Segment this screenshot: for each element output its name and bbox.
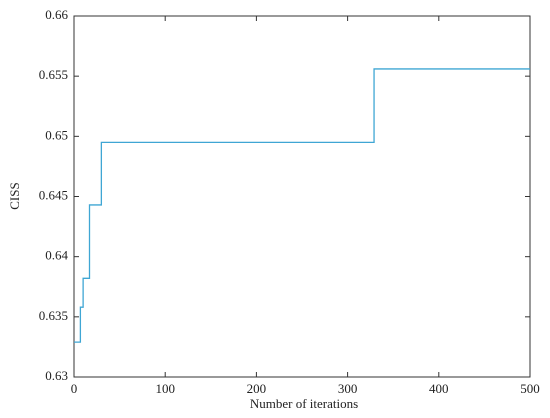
y-tick-label: 0.635 <box>39 308 68 323</box>
x-tick-label: 100 <box>155 381 175 396</box>
x-tick-label: 200 <box>247 381 267 396</box>
x-tick-label: 0 <box>71 381 78 396</box>
x-tick-label: 500 <box>520 381 540 396</box>
y-tick-label: 0.645 <box>39 187 68 202</box>
y-tick-label: 0.655 <box>39 67 68 82</box>
y-tick-label: 0.63 <box>45 368 68 383</box>
y-tick-label: 0.65 <box>45 127 68 142</box>
y-tick-label: 0.64 <box>45 248 68 263</box>
y-axis-label: CISS <box>7 182 22 209</box>
x-tick-label: 300 <box>338 381 358 396</box>
plot-frame <box>73 15 531 378</box>
line <box>74 68 530 343</box>
x-axis-label: Number of iterations <box>250 396 358 411</box>
x-tick-label: 400 <box>429 381 449 396</box>
y-tick-label: 0.66 <box>45 7 68 22</box>
